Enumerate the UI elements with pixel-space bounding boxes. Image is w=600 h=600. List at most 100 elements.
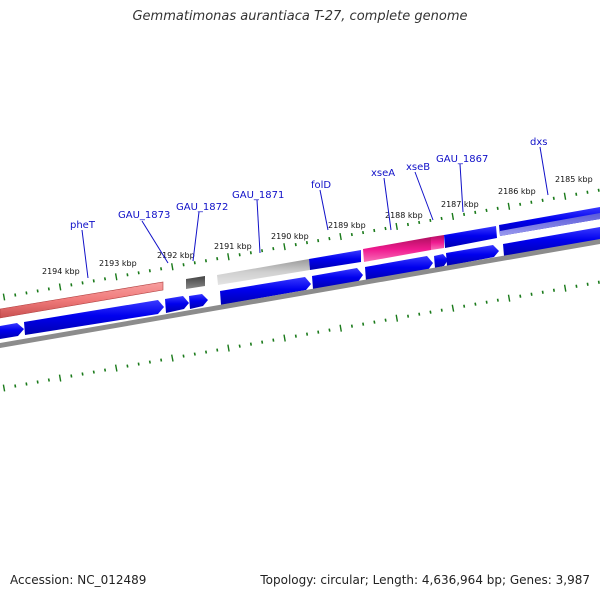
major-tick xyxy=(114,273,118,281)
minor-tick xyxy=(575,284,578,288)
gene-arrow[interactable] xyxy=(446,245,499,266)
gene-label-xseA[interactable]: xseA xyxy=(371,168,395,179)
major-tick xyxy=(283,334,286,342)
minor-tick xyxy=(586,190,589,194)
major-tick xyxy=(2,293,6,301)
gene-arrow[interactable] xyxy=(312,268,363,289)
minor-tick xyxy=(440,216,443,221)
minor-tick xyxy=(182,263,185,267)
minor-tick xyxy=(474,302,477,306)
minor-tick xyxy=(204,259,207,263)
major-tick xyxy=(58,283,62,291)
minor-tick xyxy=(474,210,477,215)
reverse-strand-track xyxy=(0,227,600,339)
minor-tick xyxy=(406,222,409,227)
accession-text: Accession: NC_012489 xyxy=(10,573,147,587)
gene-label-GAU_1873[interactable]: GAU_1873 xyxy=(118,210,170,221)
minor-tick xyxy=(160,358,163,362)
minor-tick xyxy=(148,269,151,273)
minor-tick xyxy=(272,338,275,342)
gene-arrow[interactable] xyxy=(24,300,164,335)
major-tick xyxy=(507,294,511,302)
minor-tick xyxy=(350,324,353,328)
minor-tick xyxy=(530,292,533,296)
gene-label-folD[interactable]: folD xyxy=(311,180,331,191)
major-tick xyxy=(339,324,342,332)
minor-tick xyxy=(193,261,196,265)
major-tick xyxy=(2,384,6,392)
minor-tick xyxy=(418,220,421,225)
major-tick xyxy=(395,222,398,231)
gene-label-GAU_1872[interactable]: GAU_1872 xyxy=(176,202,228,213)
gene-arrow[interactable] xyxy=(189,294,208,309)
minor-tick xyxy=(294,334,297,338)
kbp-label: 2189 kbp xyxy=(328,221,366,230)
gene-label-GAU_1871[interactable]: GAU_1871 xyxy=(232,190,284,201)
gene-arrow[interactable] xyxy=(503,227,600,256)
major-tick xyxy=(171,354,174,362)
minor-tick xyxy=(25,382,28,386)
gene-label-dxs[interactable]: dxs xyxy=(530,137,547,148)
gene-gau-1871-block[interactable] xyxy=(217,259,310,285)
GAU_1867-gene[interactable] xyxy=(444,226,497,248)
xseB-gene[interactable] xyxy=(431,235,444,250)
genome-summary-text: Topology: circular; Length: 4,636,964 bp… xyxy=(260,573,590,587)
gene-label-xseB[interactable]: xseB xyxy=(406,162,430,173)
minor-tick xyxy=(148,360,151,364)
minor-tick xyxy=(485,300,488,304)
minor-tick xyxy=(14,384,17,388)
gene-arrow[interactable] xyxy=(434,254,448,268)
genome-title: Gemmatimonas aurantiaca T-27, complete g… xyxy=(132,9,468,24)
minor-tick xyxy=(272,247,275,251)
minor-tick xyxy=(384,318,387,322)
kbp-label: 2194 kbp xyxy=(42,267,80,276)
gene-label-pheT[interactable]: pheT xyxy=(70,220,96,231)
xseA-gene[interactable] xyxy=(363,237,431,262)
minor-tick xyxy=(485,208,488,213)
minor-tick xyxy=(216,257,219,261)
forward-strand-track xyxy=(0,207,600,319)
major-tick xyxy=(339,232,342,241)
gene-label-GAU_1867[interactable]: GAU_1867 xyxy=(436,154,488,165)
minor-tick xyxy=(328,236,331,241)
minor-tick xyxy=(14,293,17,297)
minor-tick xyxy=(407,314,410,318)
minor-tick xyxy=(317,330,320,334)
gene-arrow[interactable] xyxy=(365,256,433,281)
minor-tick xyxy=(362,322,365,326)
gene-gau-1872-block[interactable] xyxy=(186,276,205,289)
backbone-line xyxy=(0,239,600,348)
kbp-label: 2187 kbp xyxy=(441,200,479,209)
minor-tick xyxy=(384,226,387,231)
major-tick xyxy=(563,192,567,200)
gene-labels: pheT GAU_1873 GAU_1872 GAU_1871 folD xse… xyxy=(70,137,549,279)
gene-arrow[interactable] xyxy=(0,323,24,339)
minor-tick xyxy=(586,282,589,286)
gene-arrow[interactable] xyxy=(165,296,189,313)
major-tick xyxy=(451,212,455,221)
minor-tick xyxy=(137,362,140,366)
kbp-label: 2186 kbp xyxy=(498,187,536,196)
gene-arrow[interactable] xyxy=(220,277,311,305)
minor-tick xyxy=(552,288,555,292)
minor-tick xyxy=(463,304,466,308)
minor-tick xyxy=(70,283,73,287)
major-tick xyxy=(283,243,286,251)
minor-tick xyxy=(328,328,331,332)
folD-gene[interactable] xyxy=(309,250,361,270)
minor-tick xyxy=(36,380,39,384)
dxs-gene-purple[interactable] xyxy=(500,213,600,236)
minor-tick xyxy=(261,340,264,344)
minor-tick xyxy=(216,348,219,352)
minor-tick xyxy=(541,198,544,202)
minor-tick xyxy=(81,372,84,376)
minor-tick xyxy=(47,378,50,382)
minor-tick xyxy=(238,253,241,257)
minor-tick xyxy=(306,332,309,336)
minor-tick xyxy=(294,242,297,247)
major-tick xyxy=(227,344,230,352)
minor-tick xyxy=(160,267,163,271)
pheT-gene[interactable] xyxy=(0,281,164,319)
minor-tick xyxy=(249,251,252,255)
